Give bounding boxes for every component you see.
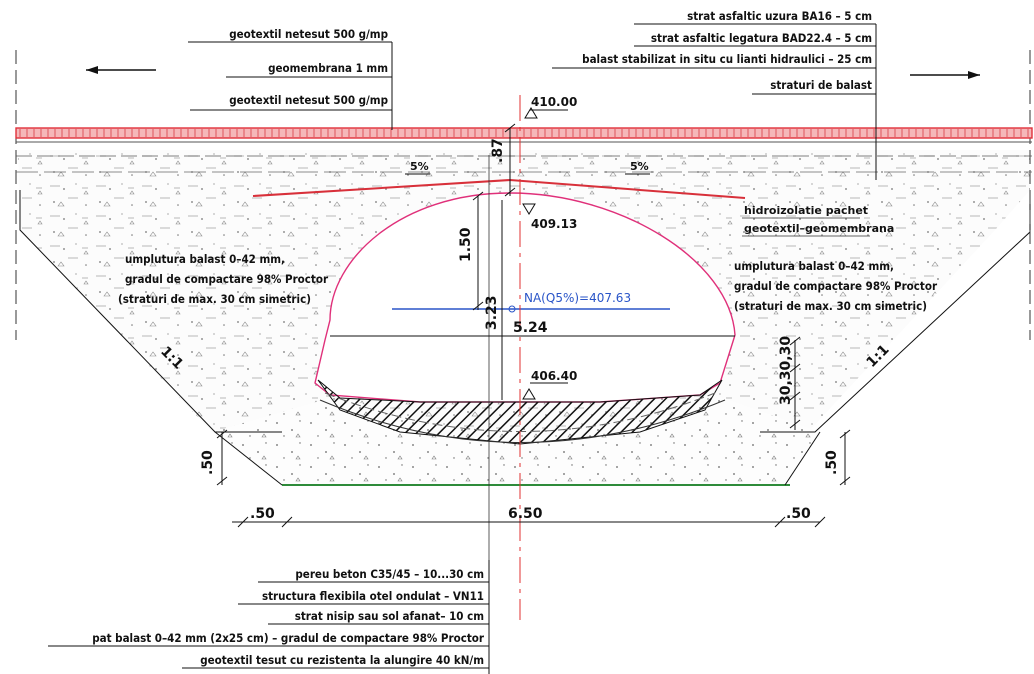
waterproof-line2: geotextil–geomembrana <box>744 222 894 235</box>
label-pereu-beton: pereu beton C35/45 – 10...30 cm <box>295 567 484 581</box>
fill-right-note: umplutura balast 0–42 mm, gradul de comp… <box>734 259 938 313</box>
level-top-text: 410.00 <box>531 95 577 109</box>
level-bottom-text: 406.40 <box>531 369 577 383</box>
asphalt-ticks <box>19 129 1029 137</box>
label-strat-uzura: strat asfaltic uzura BA16 – 5 cm <box>687 9 872 23</box>
label-geotextil-2: geotextil netesut 500 g/mp <box>229 93 388 107</box>
level-406: 406.40 <box>522 369 577 400</box>
level-410: 410.00 <box>524 95 577 119</box>
water-level-text: NA(Q5%)=407.63 <box>524 291 631 305</box>
label-straturi-balast: straturi de balast <box>770 78 872 92</box>
fill-right-line2: gradul de compactare 98% Proctor <box>734 279 938 293</box>
slope-pct-left: 5% <box>410 160 429 173</box>
level-crown-text: 409.13 <box>531 217 577 231</box>
arrow-right <box>910 71 980 79</box>
fill-left-note: umplutura balast 0–42 mm, gradul de comp… <box>118 252 329 306</box>
label-geotextil-tesut: geotextil tesut cu rezistenta la alungir… <box>200 653 484 667</box>
label-balast-stabilizat: balast stabilizat in situ cu lianti hidr… <box>582 52 872 66</box>
fill-left-line1: umplutura balast 0–42 mm, <box>125 252 285 266</box>
leader-bottom: pereu beton C35/45 – 10...30 cm structur… <box>48 560 490 674</box>
label-strat-legatura: strat asfaltic legatura BAD22.4 – 5 cm <box>651 31 872 45</box>
fill-right-line1: umplutura balast 0–42 mm, <box>734 259 894 273</box>
dim-left-offset: .50 <box>250 506 275 522</box>
label-geotextil-1: geotextil netesut 500 g/mp <box>229 27 388 41</box>
waterproof-note: hidroizolatie pachet geotextil–geomembra… <box>742 204 894 237</box>
arch-culvert <box>314 192 736 403</box>
arrow-left <box>86 66 156 74</box>
dim-cover: .87 <box>490 138 506 163</box>
fill-right-line3: (straturi de max. 30 cm simetric) <box>734 299 927 313</box>
slope-left <box>19 190 282 433</box>
label-structura-otel: structura flexibila otel ondulat – VN11 <box>262 589 484 603</box>
label-pat-balast: pat balast 0–42 mm (2x25 cm) – gradul de… <box>92 631 485 645</box>
label-strat-nisip: strat nisip sau sol afanat– 10 cm <box>295 609 484 623</box>
dim-span: 5.24 <box>513 320 548 336</box>
dim-left-base: .50 <box>200 450 216 475</box>
dim-right-offset: .50 <box>786 506 811 522</box>
leader-top-right: strat asfaltic uzura BA16 – 5 cm strat a… <box>552 9 877 180</box>
slope-pct-right: 5% <box>630 160 649 173</box>
label-geomembrana: geomembrana 1 mm <box>268 61 388 75</box>
fill-left-line3: (straturi de max. 30 cm simetric) <box>118 292 311 306</box>
dim-rise: 1.50 <box>458 227 474 262</box>
dim-base-width: 6.50 <box>508 506 543 522</box>
leader-top-left: geotextil netesut 500 g/mp geomembrana 1… <box>188 27 393 130</box>
dim-right-base: .50 <box>824 450 840 475</box>
waterproof-line1: hidroizolatie pachet <box>744 204 868 217</box>
fill-left-line2: gradul de compactare 98% Proctor <box>125 272 329 286</box>
dim-height: 3.23 <box>484 295 500 330</box>
dim-layers: 30,30,30 <box>778 336 794 405</box>
level-409: 409.13 <box>522 203 577 231</box>
